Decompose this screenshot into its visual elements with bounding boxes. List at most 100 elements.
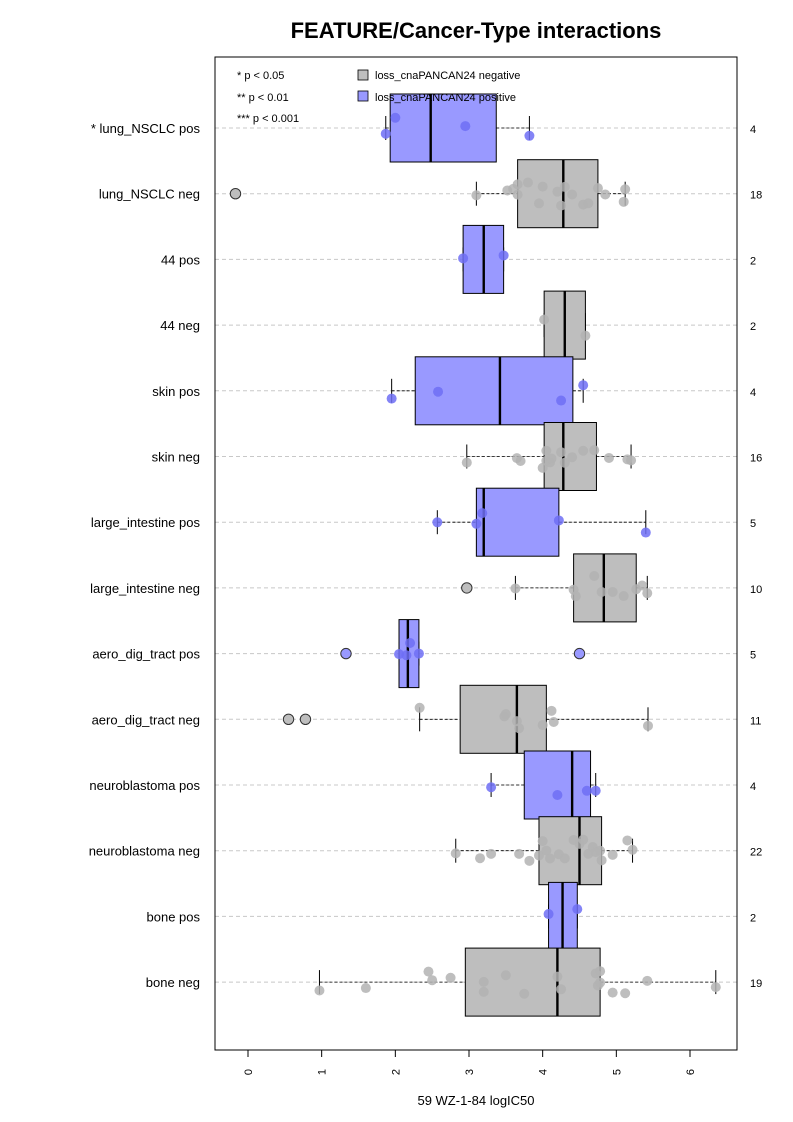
data-point: [541, 845, 552, 856]
data-point: [578, 380, 589, 391]
data-point: [553, 515, 564, 526]
data-point: [556, 447, 567, 458]
data-point: [486, 782, 497, 793]
x-tick-label: 6: [685, 1069, 697, 1075]
n-label: 4: [750, 781, 756, 793]
data-point: [460, 121, 471, 132]
x-tick-label: 1: [317, 1069, 329, 1075]
data-point: [567, 189, 578, 200]
box-group: [486, 750, 601, 820]
data-point: [533, 198, 544, 209]
data-point: [486, 848, 497, 859]
y-tick-label: 44 pos: [161, 252, 201, 267]
data-point: [514, 723, 525, 734]
n-label: 5: [750, 650, 756, 662]
data-point: [423, 966, 434, 977]
data-point: [556, 200, 567, 211]
data-point: [461, 457, 472, 468]
box: [523, 750, 592, 820]
y-tick-label: large_intestine pos: [91, 515, 201, 530]
data-point: [471, 518, 482, 529]
data-point: [478, 976, 489, 987]
box: [389, 93, 497, 163]
data-point: [541, 445, 552, 456]
data-point: [627, 844, 638, 855]
data-point: [450, 848, 461, 859]
y-tick-label: aero_dig_tract neg: [92, 712, 200, 727]
significance-legend: * p < 0.05 ** p < 0.01 *** p < 0.001: [237, 70, 299, 125]
n-label: 16: [750, 453, 762, 465]
data-point: [567, 452, 578, 463]
data-point: [552, 789, 563, 800]
data-point: [433, 386, 444, 397]
data-point: [589, 445, 600, 456]
data-point: [559, 457, 570, 468]
data-point: [618, 591, 629, 602]
n-label: 11: [750, 715, 761, 727]
box-group: [386, 356, 589, 426]
x-tick-label: 4: [538, 1069, 550, 1075]
data-point: [620, 988, 631, 999]
data-point: [380, 128, 391, 139]
data-point: [546, 453, 557, 464]
box-layer: [229, 93, 721, 1017]
y-tick-label: skin neg: [152, 450, 200, 465]
data-point: [390, 112, 401, 123]
data-point: [548, 716, 559, 727]
data-point: [589, 570, 600, 581]
data-point: [559, 853, 570, 864]
box-group: [450, 816, 638, 886]
box: [464, 947, 601, 1017]
sig-legend-1: * p < 0.05: [237, 70, 284, 82]
data-point: [559, 181, 570, 192]
box-group: [543, 881, 583, 951]
x-tick-label: 2: [390, 1069, 402, 1075]
data-point: [394, 649, 405, 660]
outlier-point: [282, 713, 295, 725]
data-point: [552, 186, 563, 197]
outlier-point: [340, 647, 352, 660]
n-label: 19: [750, 978, 762, 990]
data-point: [595, 845, 606, 856]
data-point: [458, 253, 469, 264]
data-point: [572, 904, 583, 915]
y-tick-label: * lung_NSCLC pos: [91, 121, 201, 136]
y-tick-label: large_intestine neg: [90, 581, 200, 596]
data-point: [522, 177, 533, 188]
data-point: [607, 987, 618, 998]
box-group: [432, 487, 651, 557]
x-tick-label: 5: [611, 1069, 623, 1075]
data-point: [386, 393, 397, 404]
y-axis-labels: * lung_NSCLC pos lung_NSCLC neg 44 pos 44 n…: [89, 121, 201, 990]
data-point: [514, 848, 525, 859]
n-label: 4: [750, 387, 756, 399]
data-point: [498, 250, 509, 261]
data-point: [642, 588, 653, 599]
x-axis: 0 1 2 3 4 5 6: [243, 1049, 697, 1075]
outlier-point: [461, 582, 473, 594]
data-point: [590, 785, 601, 796]
data-point: [524, 130, 535, 141]
data-point: [592, 183, 603, 194]
data-point: [618, 196, 629, 207]
data-point: [620, 184, 631, 195]
data-point: [607, 849, 618, 860]
box-group: [340, 619, 586, 689]
data-point: [607, 586, 618, 597]
data-point: [401, 650, 412, 661]
data-point: [427, 975, 438, 986]
data-point: [603, 452, 614, 463]
box-group: [229, 159, 631, 229]
n-label: 2: [750, 912, 756, 924]
y-tick-label: skin pos: [152, 384, 200, 399]
y-tick-label: 44 neg: [160, 318, 200, 333]
data-point: [524, 855, 535, 866]
data-point: [710, 982, 721, 993]
data-point: [583, 198, 594, 209]
box-group: [458, 224, 509, 294]
outlier-point: [573, 647, 586, 660]
data-point: [515, 456, 526, 467]
data-point: [445, 972, 456, 983]
